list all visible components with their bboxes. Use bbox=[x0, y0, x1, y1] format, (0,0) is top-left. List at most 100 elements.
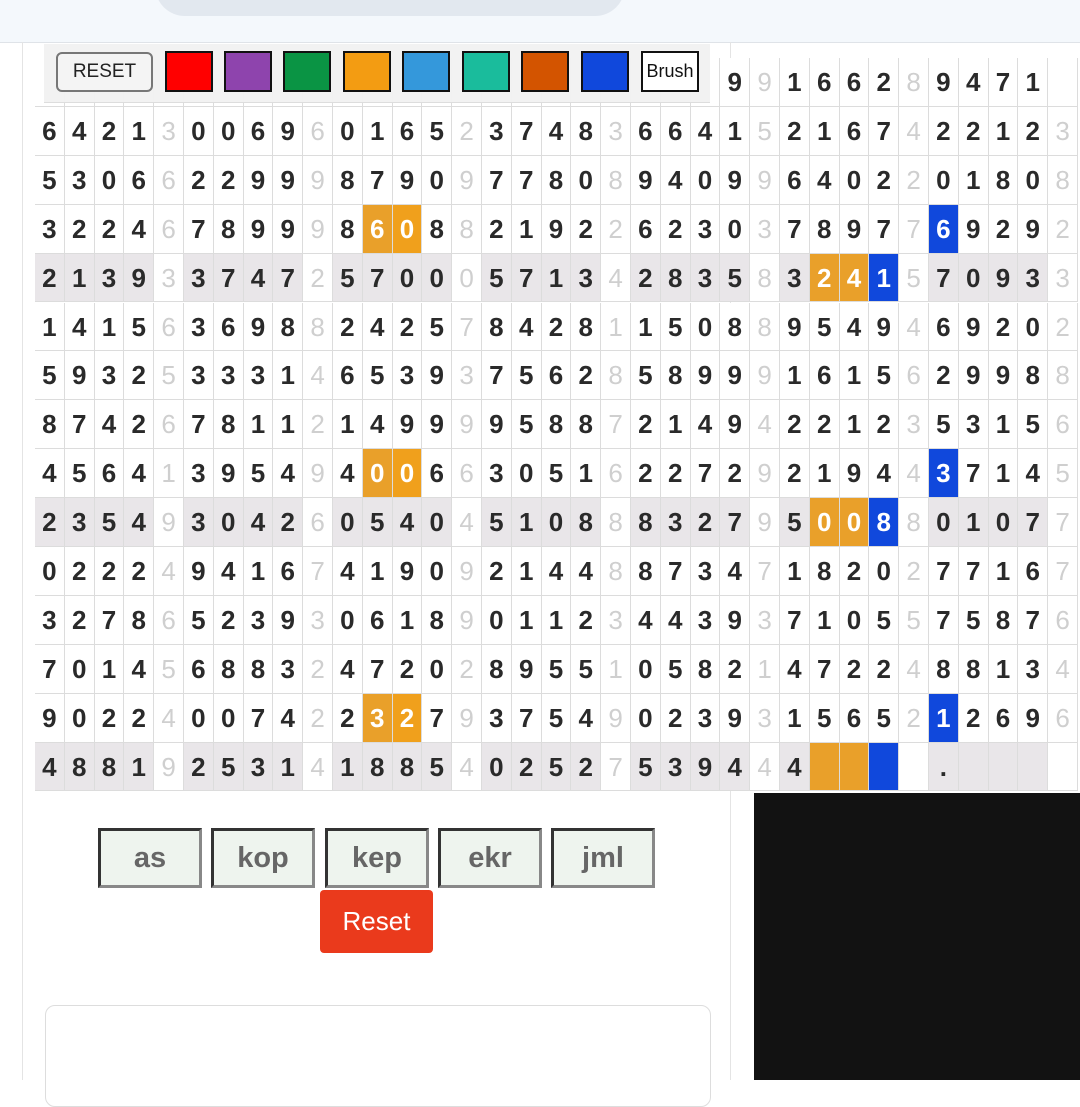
digit-cell[interactable]: 2 bbox=[392, 644, 423, 694]
digit-cell[interactable]: 0 bbox=[929, 498, 959, 547]
separator-cell[interactable]: 9 bbox=[154, 498, 184, 547]
digit-cell[interactable]: 6 bbox=[243, 106, 274, 156]
separator-cell[interactable]: 4 bbox=[154, 693, 184, 743]
separator-cell[interactable]: 4 bbox=[750, 400, 780, 450]
separator-cell[interactable]: 7 bbox=[452, 302, 482, 352]
digit-cell[interactable]: 0 bbox=[839, 155, 870, 205]
digit-cell[interactable]: 7 bbox=[869, 204, 900, 254]
digit-cell[interactable]: 0 bbox=[64, 693, 95, 743]
separator-cell[interactable]: 3 bbox=[303, 595, 333, 645]
digit-cell[interactable]: 6 bbox=[333, 351, 363, 401]
digit-cell[interactable]: 2 bbox=[571, 351, 602, 401]
digit-cell[interactable]: 6 bbox=[988, 693, 1019, 743]
digit-cell[interactable]: 7 bbox=[929, 595, 959, 645]
digit-cell[interactable]: 5 bbox=[124, 302, 155, 352]
digit-cell[interactable]: 4 bbox=[631, 595, 661, 645]
separator-cell[interactable]: 9 bbox=[750, 58, 780, 107]
digit-cell[interactable]: 3 bbox=[1018, 253, 1049, 303]
separator-cell[interactable]: 5 bbox=[899, 595, 929, 645]
digit-cell[interactable]: 4 bbox=[124, 449, 155, 499]
digit-cell[interactable]: 5 bbox=[35, 351, 65, 401]
digit-cell[interactable]: 2 bbox=[929, 351, 959, 401]
digit-cell[interactable]: 6 bbox=[809, 58, 840, 107]
digit-cell[interactable]: 7 bbox=[511, 106, 542, 156]
separator-cell[interactable]: 7 bbox=[750, 547, 780, 596]
digit-cell[interactable]: 4 bbox=[124, 644, 155, 694]
digit-cell[interactable]: 1 bbox=[333, 400, 363, 450]
digit-cell[interactable]: 7 bbox=[1018, 595, 1049, 645]
digit-cell[interactable]: 5 bbox=[541, 449, 572, 499]
digit-cell[interactable]: 9 bbox=[690, 742, 721, 792]
digit-cell[interactable]: 8 bbox=[571, 302, 602, 352]
separator-cell[interactable]: 6 bbox=[154, 400, 184, 450]
digit-cell[interactable]: 0 bbox=[184, 693, 214, 743]
separator-cell[interactable]: 4 bbox=[899, 106, 929, 156]
digit-cell[interactable]: 4 bbox=[958, 58, 989, 107]
digit-cell[interactable]: 7 bbox=[213, 253, 244, 303]
digit-cell[interactable]: 2 bbox=[124, 547, 155, 596]
digit-cell[interactable]: 7 bbox=[482, 351, 512, 401]
digit-cell[interactable]: 2 bbox=[94, 204, 125, 254]
digit-cell[interactable]: 8 bbox=[631, 547, 661, 596]
digit-cell[interactable]: 8 bbox=[482, 302, 512, 352]
digit-cell[interactable]: 9 bbox=[422, 400, 453, 450]
separator-cell[interactable]: 6 bbox=[154, 204, 184, 254]
separator-cell[interactable]: 7 bbox=[1048, 498, 1078, 547]
digit-cell[interactable]: 9 bbox=[720, 693, 751, 743]
digit-cell[interactable]: 4 bbox=[362, 400, 393, 450]
separator-cell[interactable]: 9 bbox=[452, 595, 482, 645]
digit-cell[interactable]: 2 bbox=[660, 204, 691, 254]
digit-cell[interactable]: 0 bbox=[631, 644, 661, 694]
digit-cell[interactable]: 0 bbox=[988, 498, 1019, 547]
digit-cell[interactable]: 1 bbox=[243, 547, 274, 596]
digit-cell[interactable]: 8 bbox=[720, 302, 751, 352]
digit-cell[interactable]: 1 bbox=[929, 693, 959, 743]
digit-cell[interactable]: 2 bbox=[213, 155, 244, 205]
digit-cell[interactable]: 2 bbox=[571, 742, 602, 792]
separator-cell[interactable]: 4 bbox=[601, 253, 631, 303]
separator-cell[interactable]: 9 bbox=[452, 693, 482, 743]
digit-cell[interactable]: 1 bbox=[809, 449, 840, 499]
digit-cell[interactable]: 3 bbox=[94, 253, 125, 303]
separator-cell[interactable]: 2 bbox=[452, 644, 482, 694]
digit-cell[interactable]: 3 bbox=[690, 595, 721, 645]
separator-cell[interactable]: 5 bbox=[1048, 449, 1078, 499]
digit-cell[interactable]: 1 bbox=[958, 155, 989, 205]
digit-cell[interactable]: 2 bbox=[780, 400, 810, 450]
separator-cell[interactable]: 7 bbox=[601, 400, 631, 450]
color-swatch-dark-orange[interactable] bbox=[521, 51, 569, 92]
separator-cell[interactable]: 3 bbox=[1048, 106, 1078, 156]
digit-cell[interactable]: 8 bbox=[333, 204, 363, 254]
separator-cell[interactable]: 8 bbox=[750, 253, 780, 303]
digit-cell[interactable]: 8 bbox=[213, 644, 244, 694]
digit-cell[interactable]: 8 bbox=[422, 595, 453, 645]
digit-cell[interactable]: 1 bbox=[809, 106, 840, 156]
digit-cell[interactable]: 8 bbox=[660, 351, 691, 401]
digit-cell[interactable]: 1 bbox=[780, 547, 810, 596]
color-swatch-purple[interactable] bbox=[224, 51, 272, 92]
mode-button-kop[interactable]: kop bbox=[211, 828, 315, 888]
digit-cell[interactable]: 4 bbox=[333, 547, 363, 596]
separator-cell[interactable]: 6 bbox=[452, 449, 482, 499]
digit-cell[interactable]: 5 bbox=[631, 351, 661, 401]
digit-cell[interactable]: 4 bbox=[720, 547, 751, 596]
digit-cell[interactable]: 9 bbox=[64, 351, 95, 401]
digit-cell[interactable]: 2 bbox=[541, 302, 572, 352]
digit-cell[interactable]: 6 bbox=[660, 106, 691, 156]
digit-cell[interactable]: 1 bbox=[511, 204, 542, 254]
digit-cell[interactable]: 6 bbox=[929, 204, 959, 254]
mode-button-kep[interactable]: kep bbox=[325, 828, 429, 888]
digit-cell[interactable]: 0 bbox=[482, 595, 512, 645]
digit-cell[interactable]: 2 bbox=[94, 693, 125, 743]
separator-cell[interactable]: 2 bbox=[303, 644, 333, 694]
digit-cell[interactable]: 2 bbox=[660, 449, 691, 499]
digit-cell[interactable]: 8 bbox=[988, 595, 1019, 645]
digit-cell[interactable]: 4 bbox=[35, 449, 65, 499]
digit-cell[interactable]: 1 bbox=[333, 742, 363, 792]
digit-cell[interactable]: 5 bbox=[184, 595, 214, 645]
digit-cell[interactable] bbox=[1018, 742, 1049, 792]
digit-cell[interactable]: 4 bbox=[869, 449, 900, 499]
mode-button-as[interactable]: as bbox=[98, 828, 202, 888]
separator-cell[interactable]: 4 bbox=[452, 742, 482, 792]
digit-cell[interactable]: 4 bbox=[720, 742, 751, 792]
